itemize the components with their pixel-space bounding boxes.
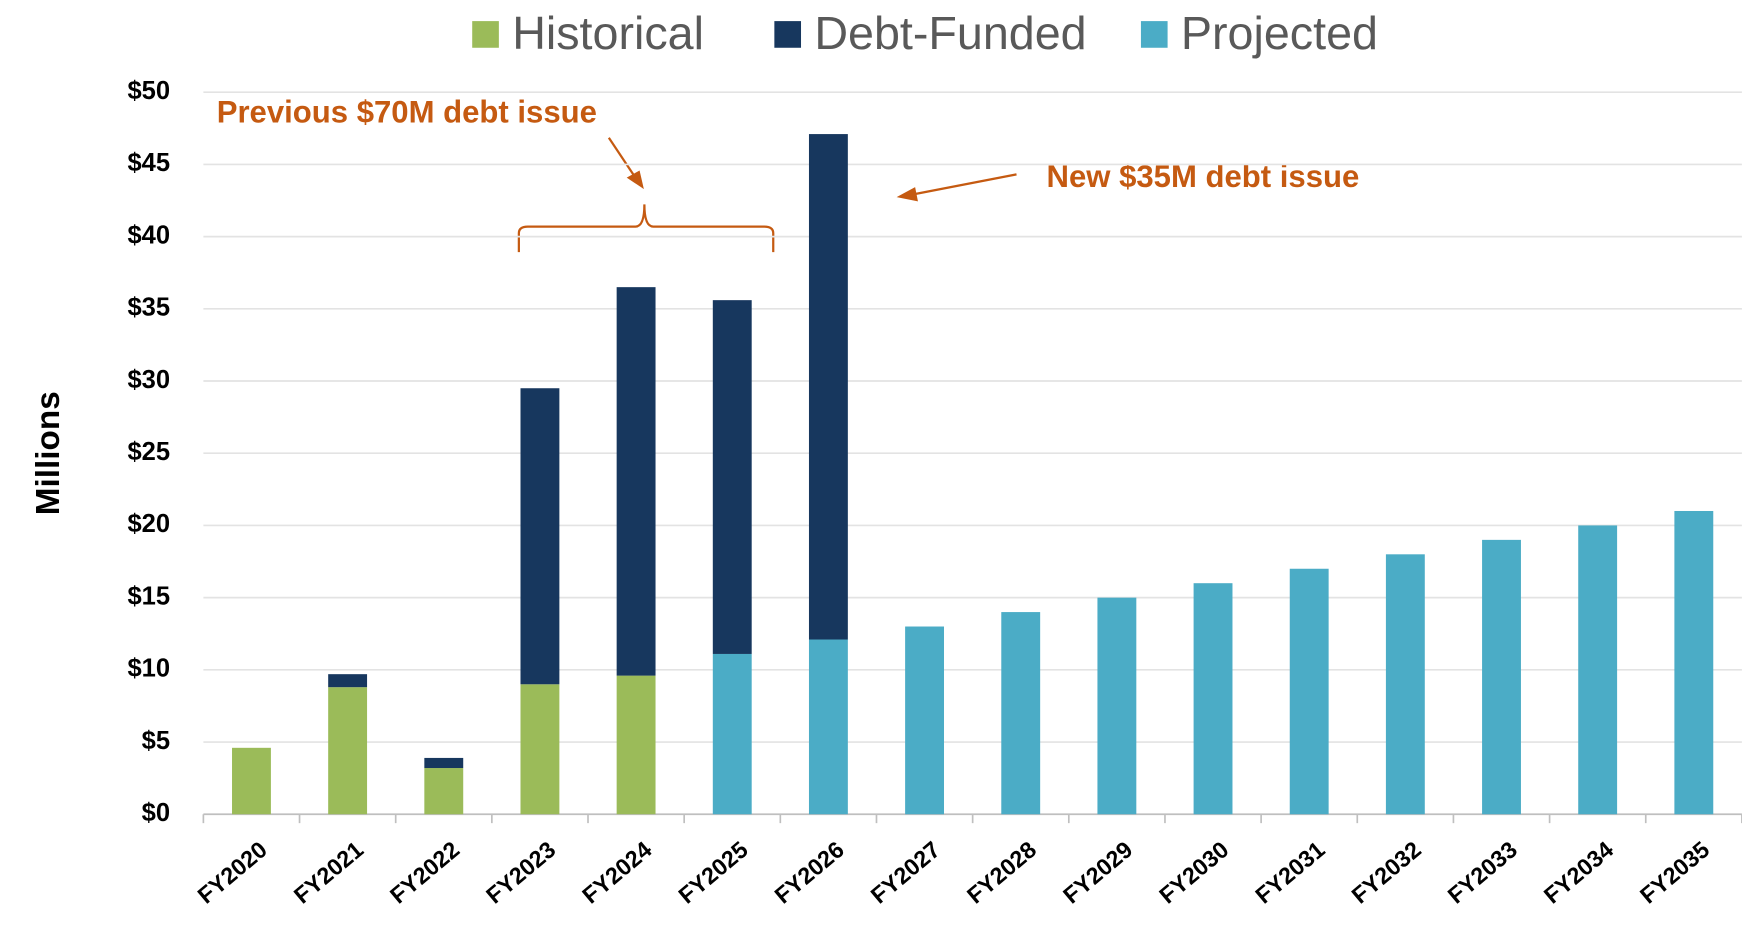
annotation: Previous $70M debt issue [217,95,597,130]
bar-segment [1674,510,1714,815]
brace [517,204,775,253]
bar-segment [424,757,464,769]
annotation-arrows [517,137,1017,253]
x-tick-label: FY2026 [770,836,849,908]
legend-swatch [472,21,499,48]
bar-segment [905,626,945,815]
x-tick-label: FY2023 [481,836,560,908]
x-tick-label: FY2035 [1635,836,1714,908]
x-tick-label: FY2034 [1539,836,1618,908]
bar-segment [328,674,368,688]
bar-segment [1578,525,1618,815]
y-tick-label: $10 [127,655,170,683]
arrow-line [913,173,1017,196]
x-tick-label: FY2025 [673,836,752,908]
y-tick-label: $45 [127,149,170,177]
bar-segment [1097,597,1137,815]
bar-segment [1482,539,1521,815]
x-tick-label: FY2032 [1347,836,1426,908]
x-tick-label: FY2033 [1443,836,1522,908]
y-tick-label: $30 [127,366,170,394]
bar-segment [1001,612,1041,815]
bar-segment [712,300,752,654]
bar-segment [1385,554,1425,815]
bar-segment [808,134,848,640]
bar-segment [328,687,368,815]
bar-segment [712,653,752,815]
y-tick-label: $40 [127,221,170,249]
x-tick-label: FY2030 [1154,836,1233,908]
arrow-head [626,170,644,190]
arrow-head [896,187,918,202]
x-tick-label: FY2027 [866,836,945,908]
y-tick-label: $50 [127,77,170,105]
arrow-line [607,137,637,179]
y-tick-label: $0 [142,799,170,827]
bar-segment [1193,583,1233,815]
y-tick-label: $15 [127,582,170,610]
y-tick-label: $35 [127,294,170,322]
bar-segment [520,684,560,815]
bar-segment [616,287,656,676]
legend-swatch [774,21,802,48]
bar-segment [520,388,560,685]
x-tick-label: FY2021 [289,836,368,908]
x-tick-label: FY2031 [1250,836,1329,908]
x-tick-label: FY2020 [193,836,272,908]
bar-segment [424,768,464,815]
y-tick-label: $5 [142,727,170,755]
bar-segment [232,747,271,815]
y-tick-label: $20 [127,510,170,538]
y-axis-label: Millions [30,391,67,515]
legend-label: Projected [1181,7,1378,59]
x-tick-label: FY2029 [1058,836,1137,908]
x-tick-label: FY2022 [385,836,464,908]
bar-segment [808,639,848,815]
y-tick-label: $25 [127,438,170,466]
legend-label: Debt-Funded [814,7,1086,59]
bar-segment [616,675,656,815]
x-tick-label: FY2024 [577,836,656,908]
legend-swatch [1140,21,1168,48]
bar-segment [1289,568,1329,815]
legend-label: Historical [512,7,704,59]
x-tick-label: FY2028 [962,836,1041,908]
